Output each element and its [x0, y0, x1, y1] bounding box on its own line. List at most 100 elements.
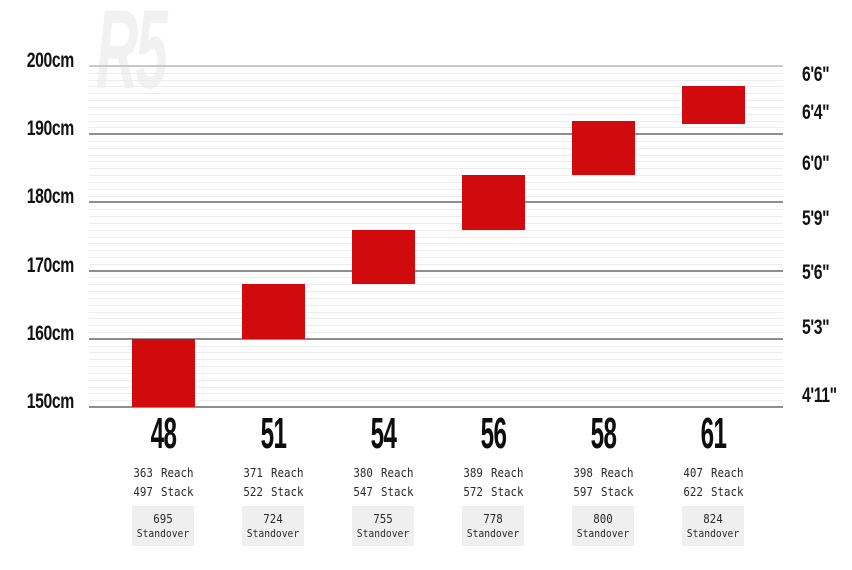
left-axis-tick-180cm: 180cm	[26, 185, 75, 209]
standover-word: Standover	[356, 526, 410, 540]
minor-gridline	[89, 222, 783, 224]
minor-gridline	[89, 181, 783, 183]
stack-spec: 547 Stack	[328, 485, 438, 500]
minor-gridline	[89, 250, 783, 252]
minor-gridline	[89, 154, 783, 156]
standover-word: Standover	[246, 526, 300, 540]
size-54-height-range-bar	[351, 229, 415, 285]
standover-word: Standover	[576, 526, 630, 540]
size-61-column: 61 407 Reach 622 Stack 824 Standover	[658, 409, 768, 554]
standover-box: 755 Standover	[352, 506, 414, 546]
right-axis-tick: 5'6"	[802, 261, 830, 285]
minor-gridline	[89, 79, 783, 81]
reach-word: Reach	[160, 466, 194, 480]
reach-word: Reach	[270, 466, 304, 480]
minor-gridline	[89, 379, 783, 381]
minor-gridline	[89, 209, 783, 211]
minor-gridline	[89, 345, 783, 347]
size-58-height-range-bar	[571, 120, 635, 176]
minor-gridline	[89, 277, 783, 279]
minor-gridline	[89, 359, 783, 361]
standover-value: 800	[593, 511, 613, 526]
minor-gridline	[89, 188, 783, 190]
standover-word: Standover	[466, 526, 520, 540]
r5-watermark: R5	[96, 0, 168, 112]
size-56-height-range-bar	[461, 175, 525, 230]
stack-word: Stack	[270, 485, 304, 499]
stack-spec: 597 Stack	[548, 485, 658, 500]
stack-value: 597	[572, 485, 593, 499]
minor-gridline	[89, 284, 783, 286]
stack-word: Stack	[490, 485, 524, 499]
stack-word: Stack	[380, 485, 414, 499]
stack-value: 572	[462, 485, 483, 499]
minor-gridline	[89, 175, 783, 177]
standover-value: 778	[483, 511, 503, 526]
standover-box: 695 Standover	[132, 506, 194, 546]
standover-box: 724 Standover	[242, 506, 304, 546]
major-gridline-180cm	[89, 201, 783, 204]
reach-value: 398	[572, 466, 593, 480]
minor-gridline	[89, 311, 783, 313]
major-gridline-150cm	[89, 406, 783, 408]
minor-gridline	[89, 236, 783, 238]
right-axis-tick: 6'0"	[802, 152, 830, 176]
stack-value: 497	[132, 485, 153, 499]
minor-gridline	[89, 372, 783, 374]
major-gridline-160cm	[89, 337, 783, 340]
minor-gridline	[89, 168, 783, 170]
reach-word: Reach	[710, 466, 744, 480]
minor-gridline	[89, 386, 783, 388]
reach-value: 371	[242, 466, 263, 480]
minor-gridline	[89, 393, 783, 395]
right-axis-tick: 6'4"	[802, 100, 830, 124]
size-label-61: 61	[700, 409, 726, 458]
reach-spec: 380 Reach	[328, 466, 438, 481]
size-51-column: 51 371 Reach 522 Stack 724 Standover	[218, 412, 328, 554]
minor-gridline	[89, 120, 783, 122]
stack-value: 547	[352, 485, 373, 499]
reach-word: Reach	[380, 466, 414, 480]
major-gridline-190cm	[89, 133, 783, 136]
minor-gridline	[89, 352, 783, 354]
minor-gridline	[89, 113, 783, 115]
stack-word: Stack	[600, 485, 634, 499]
left-axis-tick-200cm: 200cm	[26, 49, 75, 72]
minor-gridline	[89, 195, 783, 197]
reach-spec: 363 Reach	[108, 466, 218, 481]
standover-value: 724	[263, 511, 283, 526]
standover-value: 755	[373, 511, 393, 526]
right-axis-tick: 5'3"	[802, 315, 830, 339]
stack-spec: 522 Stack	[218, 485, 328, 500]
right-axis-tick: 5'9"	[802, 206, 830, 230]
size-61-height-range-bar	[681, 86, 745, 124]
minor-gridline	[89, 318, 783, 320]
minor-gridline	[89, 86, 783, 88]
minor-gridline	[89, 243, 783, 245]
size-48-column: 48 363 Reach 497 Stack 695 Standover	[108, 412, 218, 554]
minor-gridline	[89, 256, 783, 258]
stack-word: Stack	[710, 485, 744, 499]
size-51-height-range-bar	[241, 284, 305, 339]
standover-value: 695	[153, 511, 173, 526]
major-gridline-200cm	[89, 65, 783, 67]
standover-value: 824	[703, 511, 723, 526]
minor-gridline	[89, 400, 783, 402]
left-axis-tick-150cm: 150cm	[26, 390, 75, 413]
stack-value: 522	[242, 485, 263, 499]
major-gridline-170cm	[89, 269, 783, 272]
standover-word: Standover	[136, 526, 190, 540]
minor-gridline	[89, 216, 783, 218]
size-label-56: 56	[480, 409, 506, 458]
left-axis-tick-170cm: 170cm	[26, 253, 75, 277]
minor-gridline	[89, 72, 783, 74]
size-48-height-range-bar	[131, 338, 195, 407]
right-axis-tick: 4'11"	[802, 384, 837, 407]
minor-gridline	[89, 263, 783, 265]
size-58-column: 58 398 Reach 597 Stack 800 Standover	[548, 412, 658, 554]
reach-word: Reach	[600, 466, 634, 480]
right-axis-tick: 6'6"	[802, 63, 830, 87]
